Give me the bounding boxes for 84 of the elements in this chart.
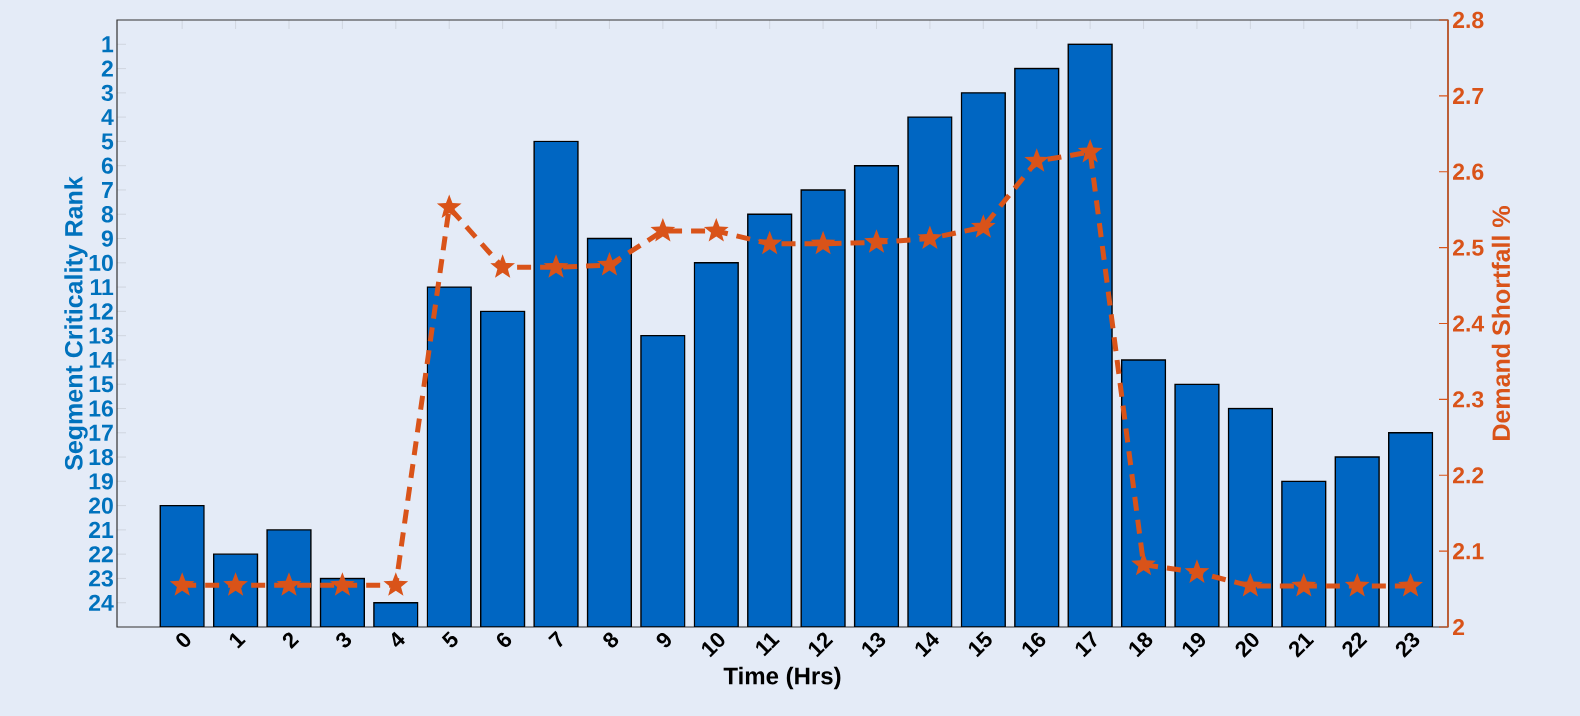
y-tick-label: 24 xyxy=(89,594,114,611)
x-tick-label: 19 xyxy=(1182,632,1206,658)
x-tick-label: 10 xyxy=(701,632,725,658)
point xyxy=(1344,573,1370,597)
y-tick-label: 16 xyxy=(89,400,113,417)
y-tick-label: 9 xyxy=(101,230,113,247)
y2-tick-label: 2.5 xyxy=(1453,239,1484,256)
point xyxy=(383,572,409,596)
y-tick-label: 8 xyxy=(101,206,114,223)
point xyxy=(1238,573,1263,597)
x-tick-label: 11 xyxy=(756,633,780,657)
x-tick-label: 3 xyxy=(336,632,352,648)
x-tick-label: 23 xyxy=(1395,632,1420,658)
x-tick-label: 20 xyxy=(1235,632,1259,658)
point xyxy=(650,217,676,242)
x-tick-label: 2 xyxy=(282,632,300,650)
y2-tick-label: 2.6 xyxy=(1453,163,1484,180)
x-tick-label: 21 xyxy=(1288,633,1315,658)
point xyxy=(1024,148,1050,172)
x-tick-label: 1 xyxy=(229,633,246,649)
point xyxy=(1291,573,1317,597)
y-tick-label: 20 xyxy=(89,497,113,514)
point xyxy=(330,572,355,596)
x-tick-label: 6 xyxy=(496,632,512,647)
y-tick-label: 15 xyxy=(89,376,114,393)
point xyxy=(436,194,462,218)
x-tick-label: 7 xyxy=(548,630,563,648)
y2-tick-label: 2 xyxy=(1453,618,1465,636)
point xyxy=(757,230,783,255)
y-tick-label: 4 xyxy=(101,109,114,126)
point xyxy=(223,572,248,596)
y2-tick-label: 2.8 xyxy=(1453,11,1484,29)
y2-tick-label: 2.3 xyxy=(1453,391,1484,408)
x-tick-label: 16 xyxy=(1022,632,1046,658)
y-tick-label: 14 xyxy=(89,352,114,368)
y2-tick-label: 2.2 xyxy=(1453,467,1484,484)
point xyxy=(810,230,836,255)
x-tick-label: 13 xyxy=(862,632,886,658)
point xyxy=(169,572,195,596)
x-tick-label: 4 xyxy=(391,631,405,648)
x-tick-label: 5 xyxy=(441,631,458,648)
y2-tick-label: 2.7 xyxy=(1453,87,1484,104)
y-tick-label: 6 xyxy=(101,157,113,174)
y-tick-label: 11 xyxy=(90,279,114,295)
y-tick-label: 17 xyxy=(89,424,113,441)
x-tick-label: 0 xyxy=(176,632,191,647)
y-tick-label: 19 xyxy=(89,473,113,490)
point xyxy=(276,572,302,596)
point xyxy=(597,252,622,276)
point xyxy=(917,225,943,250)
point xyxy=(1184,559,1210,583)
x-tick-label: 15 xyxy=(968,631,992,658)
y-tick-label: 3 xyxy=(101,84,113,101)
y-tick-label: 2 xyxy=(101,60,113,77)
y-tick-label: 5 xyxy=(101,133,114,150)
y-tick-label: 12 xyxy=(89,303,113,320)
x-tick-label: 22 xyxy=(1342,632,1368,658)
x-tick-label: 17 xyxy=(1075,630,1097,658)
point xyxy=(543,254,569,278)
y-tick-label: 1 xyxy=(102,36,114,53)
y-tick-label: 23 xyxy=(89,570,113,587)
x-tick-label: 8 xyxy=(603,632,619,648)
y2-tick-label: 2.4 xyxy=(1453,315,1485,332)
y-tick-label: 10 xyxy=(89,254,113,271)
point xyxy=(864,229,889,253)
y-tick-label: 18 xyxy=(89,448,114,466)
point xyxy=(1398,573,1423,597)
x-tick-label: 12 xyxy=(808,632,834,658)
y-tick-label: 21 xyxy=(89,521,114,538)
x-axis-title: Time (Hrs) xyxy=(723,666,841,690)
x-tick-label: 18 xyxy=(1129,632,1153,658)
point xyxy=(1131,551,1156,576)
y2-tick-label: 2.1 xyxy=(1453,543,1484,560)
y-tick-label: 13 xyxy=(89,327,113,344)
point xyxy=(1077,139,1103,163)
y-axis-title: Segment Criticality Rank xyxy=(64,176,88,471)
y-tick-label: 7 xyxy=(102,182,113,198)
x-tick-label: 14 xyxy=(915,631,940,658)
y2-axis-title: Demand Shortfall % xyxy=(1491,206,1511,440)
x-tick-label: 9 xyxy=(656,632,671,648)
point xyxy=(970,214,996,238)
y-tick-label: 22 xyxy=(89,546,113,563)
point xyxy=(490,254,515,278)
point xyxy=(703,217,729,242)
